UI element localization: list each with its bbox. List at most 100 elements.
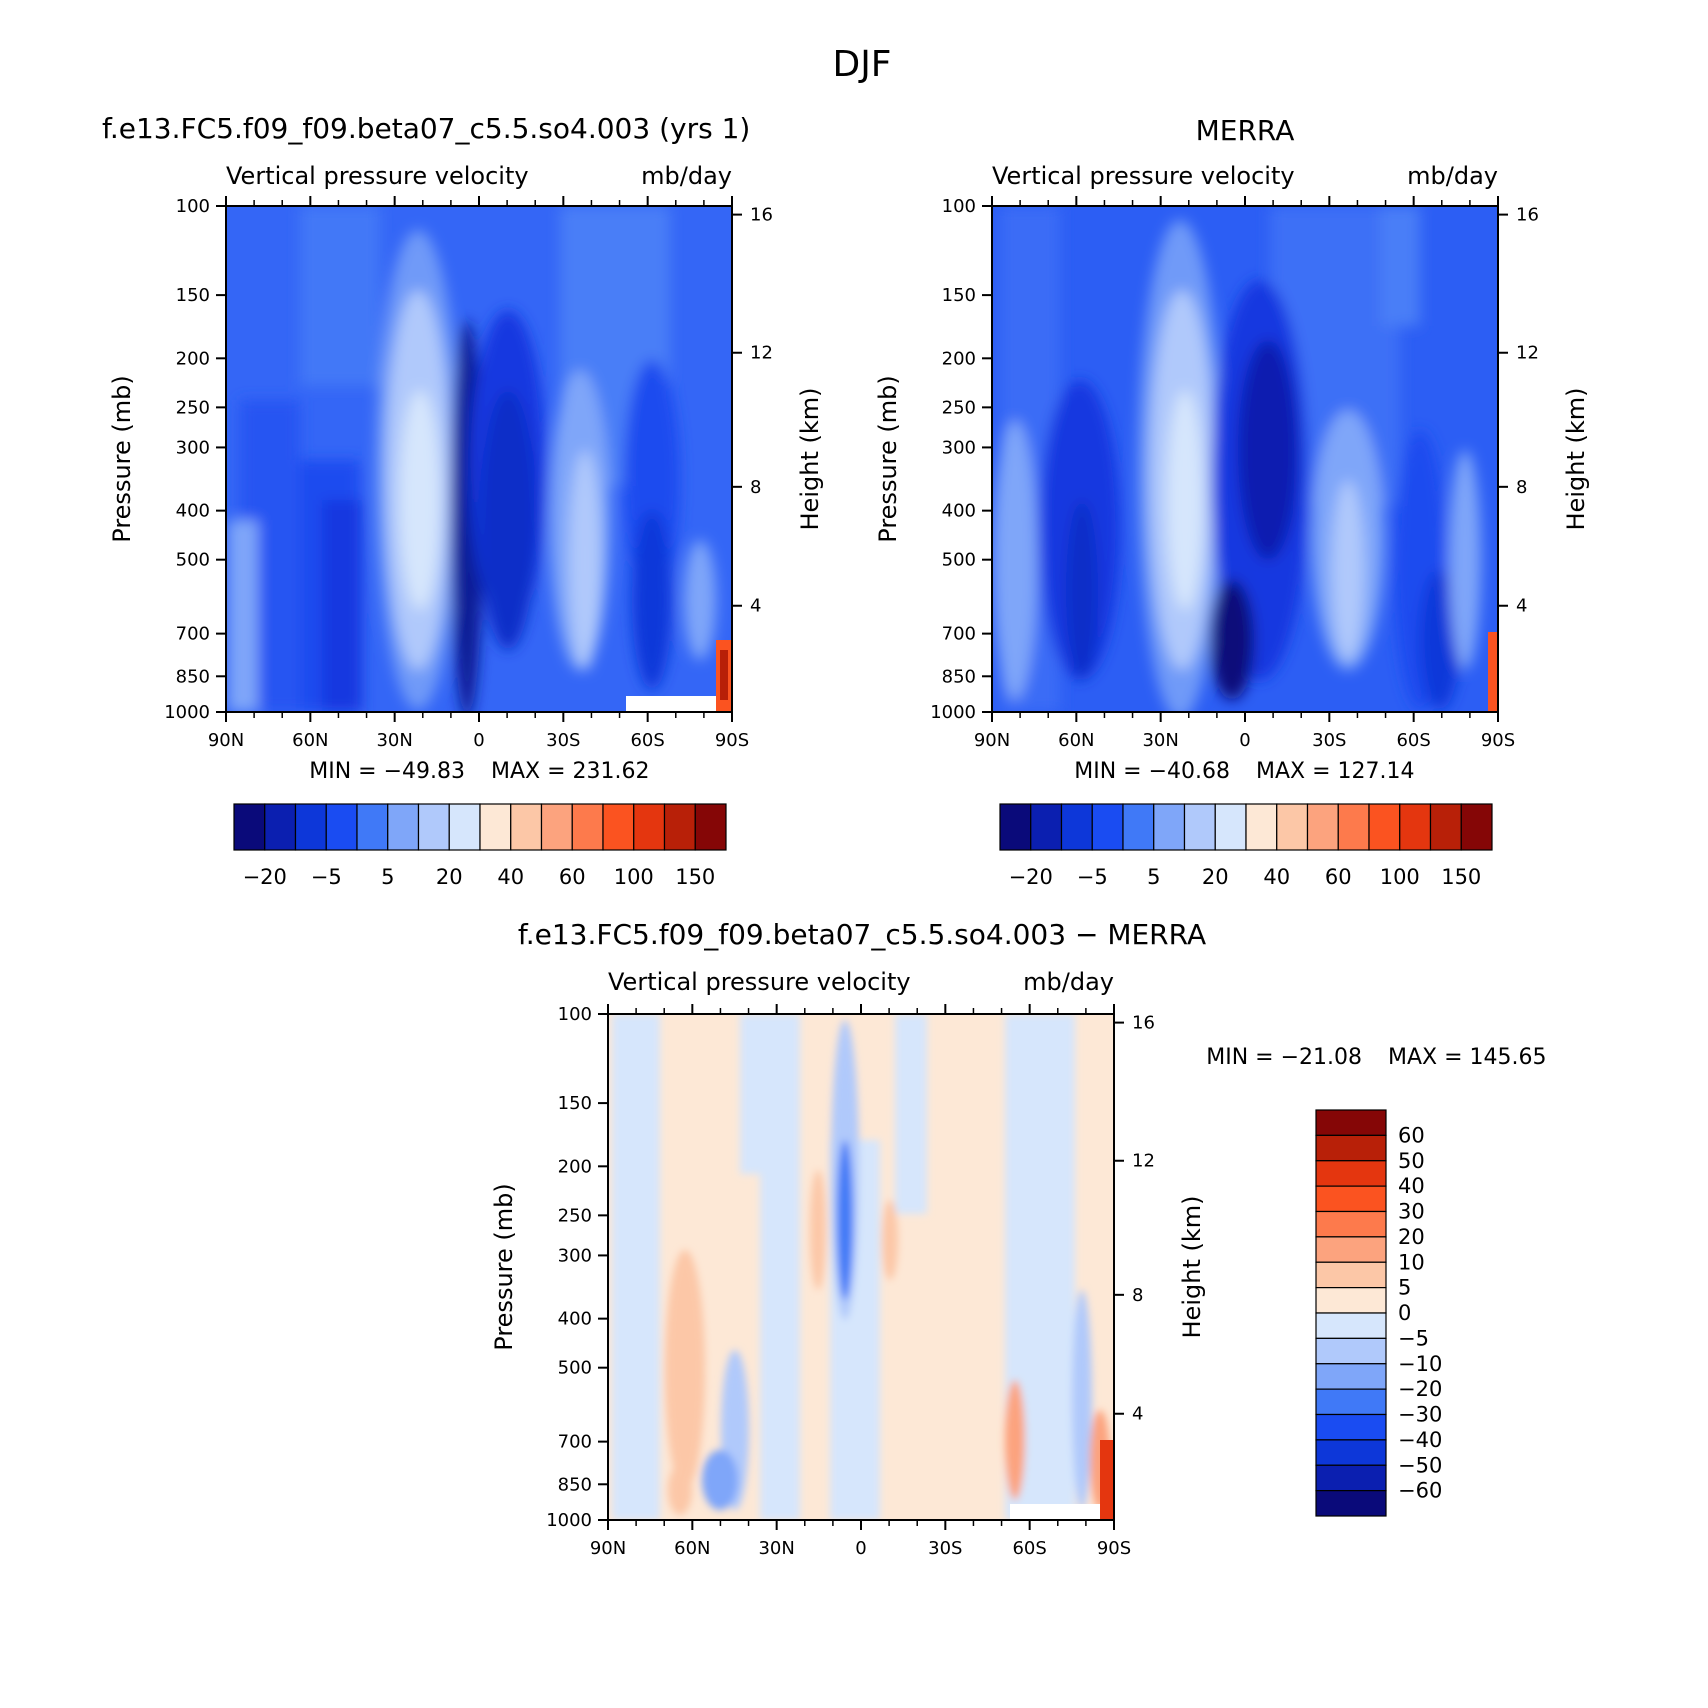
x-tick-label: 30S: [546, 730, 580, 751]
y-tick-label: 400: [558, 1309, 592, 1330]
y-right-tick-label: 8: [1132, 1285, 1143, 1306]
panel-diff-axes: 100 150 200 250 300 400 500 700 850 1000 16 12 8 4 90N…: [546, 1004, 1155, 1559]
y-right-tick-label: 8: [750, 477, 761, 498]
colorbar-swatch: [325, 803, 358, 851]
colorbar-label: 100: [1380, 865, 1420, 889]
colorbar-swatch: [510, 803, 543, 851]
colorbar-label: −5: [311, 865, 342, 889]
colorbar-swatch: [417, 803, 450, 851]
colorbar-swatch: [1315, 1185, 1387, 1213]
y-right-tick-label: 4: [750, 596, 761, 617]
panel-diff-units: mb/day: [1023, 968, 1114, 996]
x-tick-label: 90N: [974, 730, 1010, 751]
colorbar-swatch: [1315, 1413, 1387, 1441]
x-tick-label: 90N: [208, 730, 244, 751]
panel-obs-ylabel: Pressure (mb): [874, 375, 902, 542]
colorbar-swatch: [694, 803, 727, 851]
x-tick-label: 60S: [1396, 730, 1430, 751]
colorbar-label: 5: [1398, 1276, 1411, 1300]
colorbar-swatch: [540, 803, 573, 851]
y-tick-label: 1000: [930, 702, 976, 723]
panel-model-max: MAX = 231.62: [491, 759, 650, 784]
panel-obs-max: MAX = 127.14: [1256, 759, 1415, 784]
colorbar-label: 10: [1398, 1250, 1425, 1274]
colorbar-swatch: [1306, 803, 1339, 851]
colorbar-swatch: [1337, 803, 1370, 851]
colorbar-swatch: [356, 803, 389, 851]
y-tick-label: 500: [176, 550, 210, 571]
x-tick-label: 60N: [1058, 730, 1094, 751]
y-tick-label: 1000: [164, 702, 210, 723]
x-tick-label: 60S: [630, 730, 664, 751]
y-right-tick-label: 12: [1516, 343, 1539, 364]
y-tick-label: 700: [942, 624, 976, 645]
colorbar-swatch: [233, 803, 266, 851]
colorbar-swatch: [633, 803, 666, 851]
x-tick-label: 0: [473, 730, 484, 751]
colorbar-swatch: [387, 803, 420, 851]
panel-diff-ylabel-right: Height (km): [1178, 1196, 1206, 1339]
panel-model-field: [226, 206, 732, 712]
x-tick-label: 60N: [292, 730, 328, 751]
y-right-tick-label: 12: [750, 343, 773, 364]
colorbar-swatch: [1214, 803, 1247, 851]
colorbar-swatch: [1315, 1337, 1387, 1365]
colorbar-swatch: [479, 803, 512, 851]
colorbar-swatch: [1122, 803, 1155, 851]
colorbar-label: −50: [1398, 1453, 1442, 1477]
colorbar-swatch: [1153, 803, 1186, 851]
figure-title: DJF: [832, 44, 891, 85]
panel-obs: MERRA Vertical pressure velocity mb/day: [874, 114, 1590, 889]
panel-model-ylabel-right: Height (km): [796, 388, 824, 531]
y-tick-label: 150: [558, 1093, 592, 1114]
colorbar-swatch: [1399, 803, 1432, 851]
colorbar-swatch: [999, 803, 1032, 851]
x-tick-label: 90S: [1097, 1538, 1131, 1559]
colorbar-swatch: [1368, 803, 1401, 851]
colorbar-label: −10: [1398, 1352, 1442, 1376]
colorbar-label: −20: [1398, 1377, 1442, 1401]
panel-diff-subtitle: Vertical pressure velocity: [608, 968, 911, 996]
y-tick-label: 300: [176, 437, 210, 458]
colorbar-swatch: [1315, 1109, 1387, 1136]
colorbar-swatch: [1315, 1388, 1387, 1416]
y-tick-label: 200: [942, 348, 976, 369]
y-right-tick-label: 4: [1516, 596, 1527, 617]
colorbar-label: 20: [436, 865, 463, 889]
y-tick-label: 500: [942, 550, 976, 571]
panel-model-title: f.e13.FC5.f09_f09.beta07_c5.5.so4.003 (y…: [102, 112, 750, 145]
y-tick-label: 700: [558, 1432, 592, 1453]
x-tick-label: 90S: [715, 730, 749, 751]
colorbar-swatch: [663, 803, 696, 851]
colorbar-swatch: [1315, 1312, 1387, 1339]
colorbar-label: −30: [1398, 1403, 1442, 1427]
colorbar-label: 40: [1398, 1174, 1425, 1198]
colorbar-label: −5: [1398, 1326, 1429, 1350]
y-right-tick-label: 12: [1132, 1151, 1155, 1172]
colorbar-swatch: [1315, 1261, 1387, 1289]
colorbar-swatch: [1245, 803, 1278, 851]
colorbar-swatch: [264, 803, 297, 851]
y-right-tick-label: 16: [1516, 205, 1539, 226]
colorbar-label: 60: [1398, 1123, 1425, 1147]
panel-model: f.e13.FC5.f09_f09.beta07_c5.5.so4.003 (y…: [102, 112, 824, 889]
colorbar-label: 5: [1147, 865, 1160, 889]
colorbar-label: 60: [1325, 865, 1352, 889]
colorbar-swatch: [448, 803, 481, 851]
y-right-tick-label: 16: [1132, 1013, 1155, 1034]
colorbar-swatch: [1091, 803, 1124, 851]
colorbar-swatch: [1060, 803, 1093, 851]
y-tick-label: 150: [942, 285, 976, 306]
colorbar-label: 20: [1398, 1225, 1425, 1249]
panel-obs-ylabel-right: Height (km): [1562, 388, 1590, 531]
panel-model-axes: 100 150 200 250 300 400 500 700 850 1000 16 12 8 4 90N…: [164, 196, 773, 751]
panel-model-colorbar: −20 −5 5 20 40 60 100 150: [233, 803, 727, 889]
colorbar-swatch: [1276, 803, 1309, 851]
panel-obs-field: [992, 206, 1498, 712]
colorbar-swatch: [1315, 1439, 1387, 1466]
colorbar-label: 30: [1398, 1200, 1425, 1224]
colorbar-label: 50: [1398, 1149, 1425, 1173]
y-tick-label: 300: [558, 1245, 592, 1266]
